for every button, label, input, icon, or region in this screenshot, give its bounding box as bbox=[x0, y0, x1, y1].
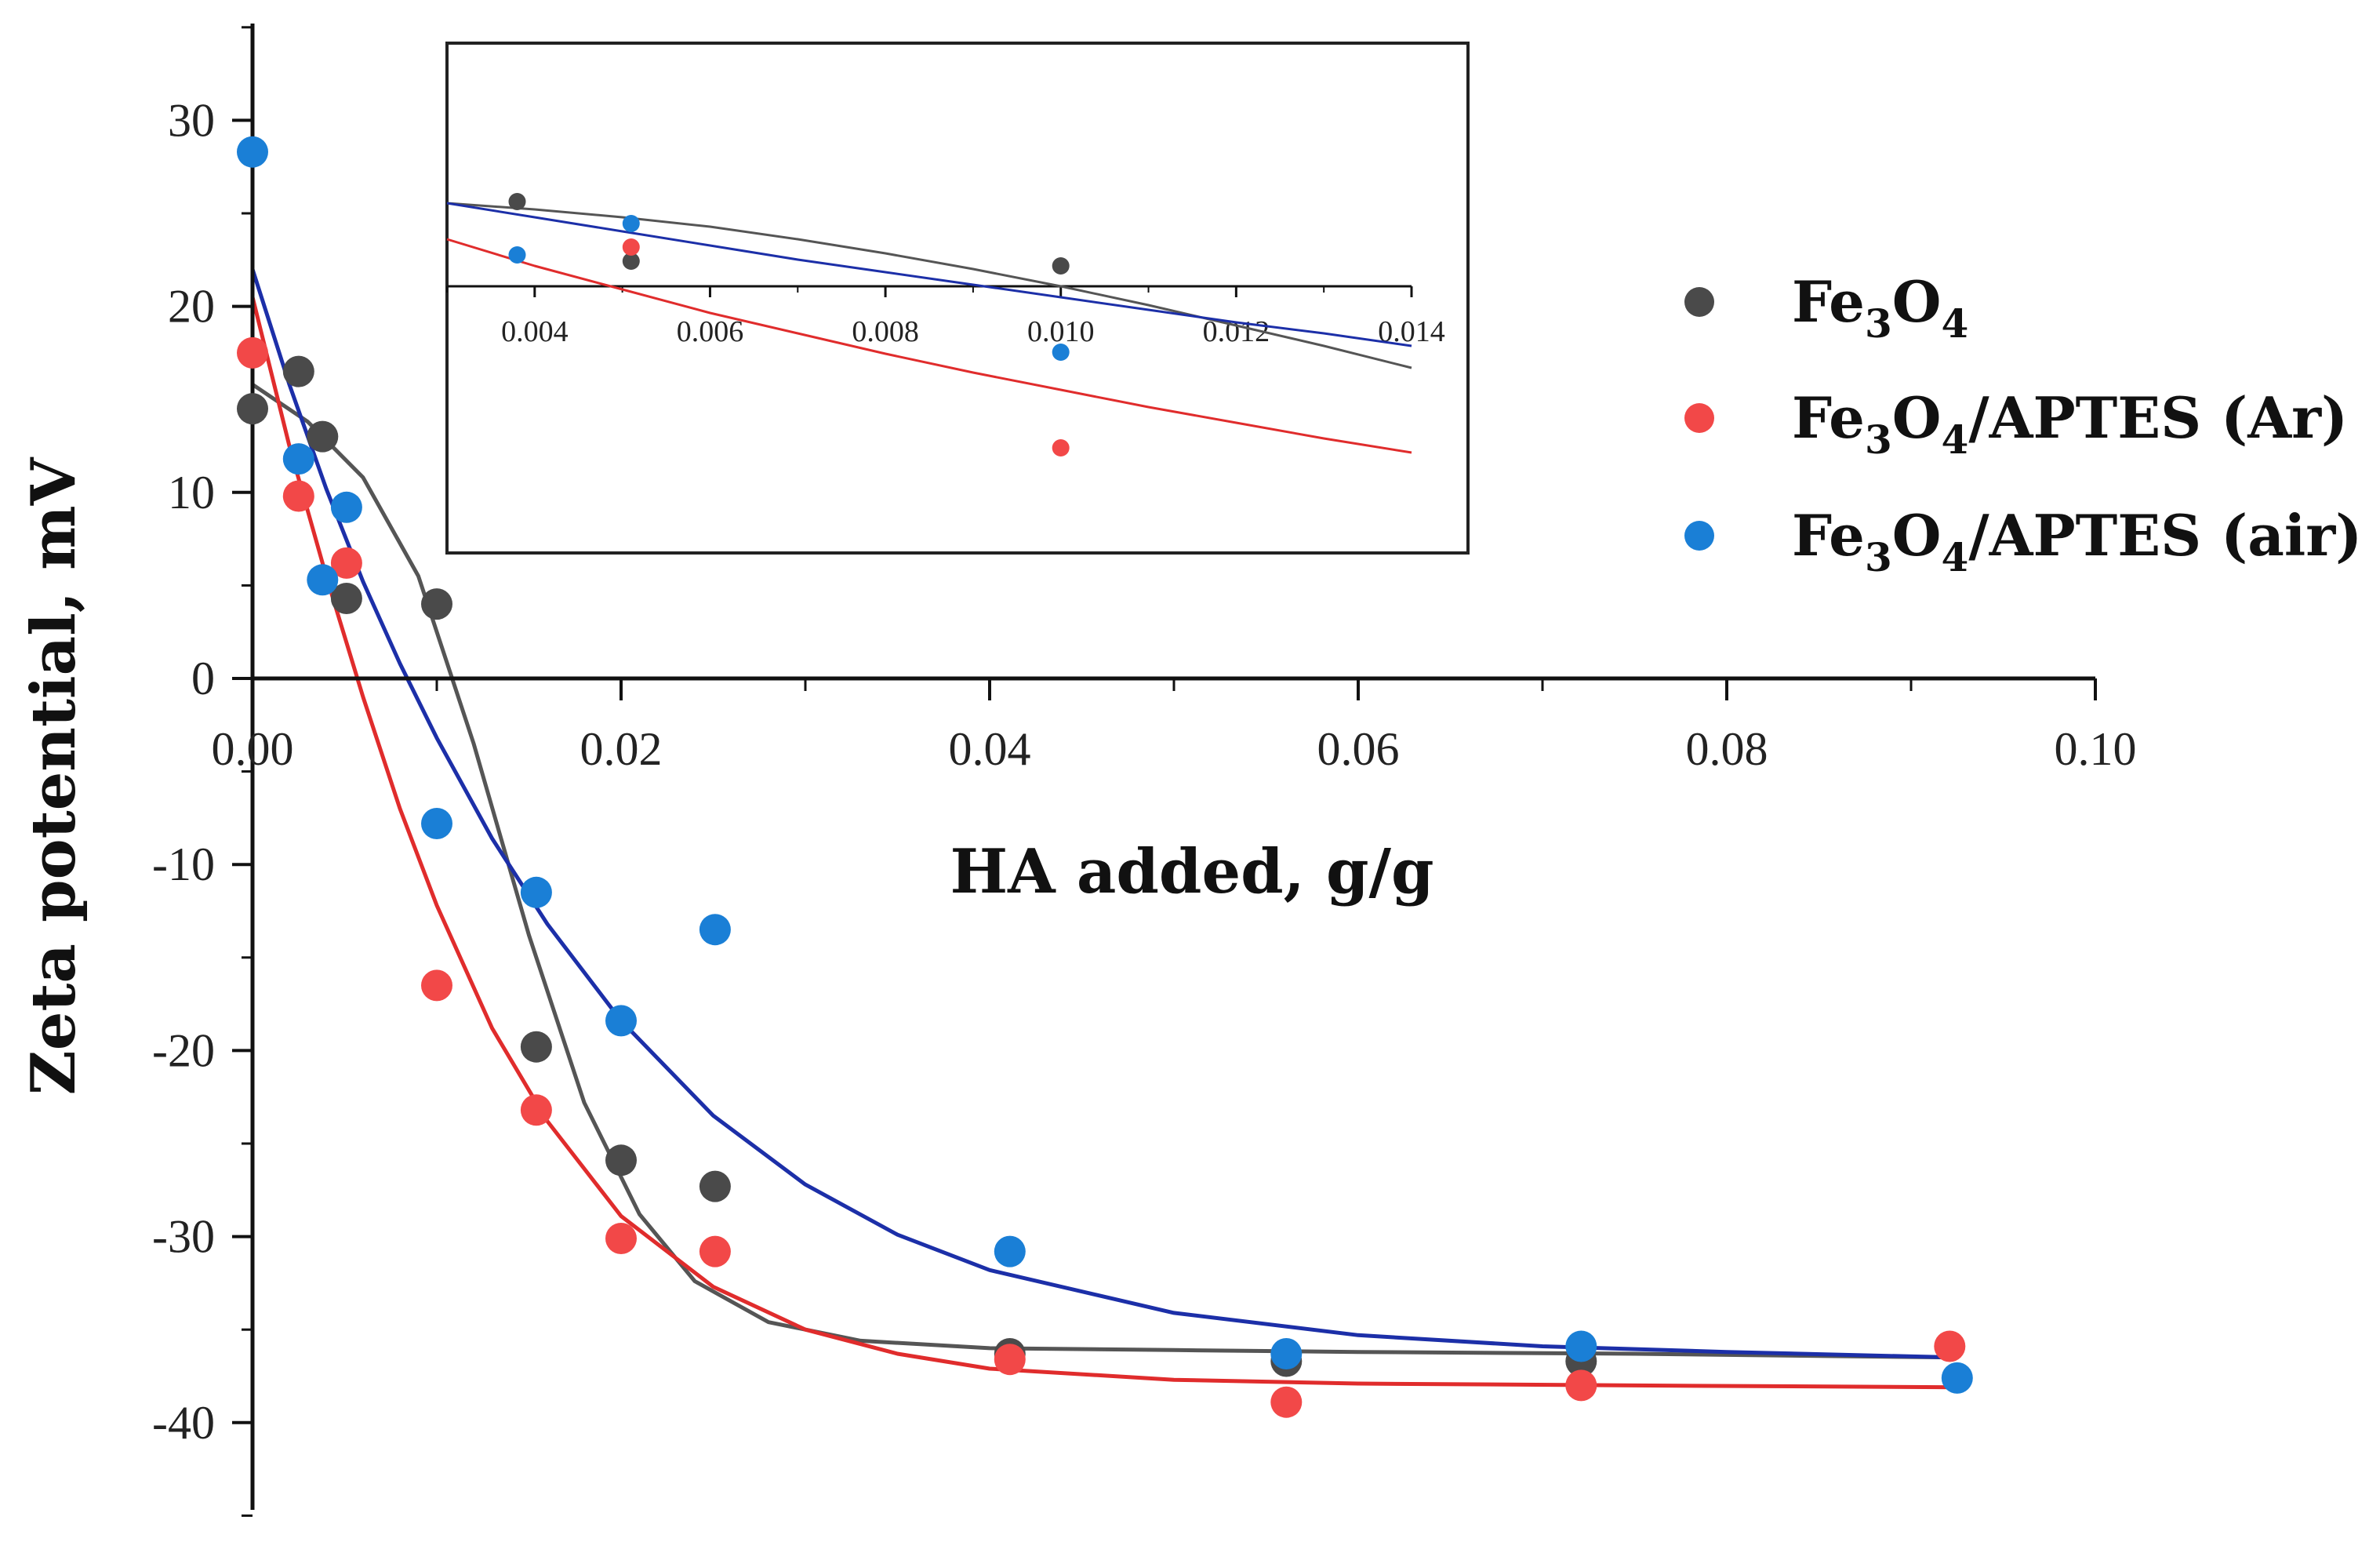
inset-data-point-fe3o4 bbox=[622, 253, 640, 270]
data-point-fe3o4-aptes-ar bbox=[994, 1344, 1026, 1376]
legend-label-air-part2: O bbox=[1892, 502, 1942, 569]
y-tick-label: -30 bbox=[152, 1211, 215, 1263]
inset-data-point-fe3o4 bbox=[1052, 257, 1070, 275]
data-point-fe3o4-aptes-air bbox=[1270, 1338, 1303, 1369]
legend-label-air-sub2: 4 bbox=[1942, 534, 1969, 580]
data-point-fe3o4-aptes-air bbox=[330, 491, 362, 523]
data-point-fe3o4 bbox=[282, 355, 314, 387]
legend-entry-fe3o4-aptes-ar: Fe3O4/APTES (Ar) bbox=[1684, 384, 2348, 463]
legend-label-air-part3: /APTES (air) bbox=[1968, 502, 2362, 569]
legend-marker-fe3o4-aptes-ar bbox=[1684, 403, 1714, 433]
x-tick-label: 0.04 bbox=[949, 723, 1031, 775]
x-tick-label: 0.08 bbox=[1686, 723, 1768, 775]
x-axis-title: HA added, g/g bbox=[950, 836, 1433, 907]
inset-data-point-fe3o4-aptes-ar bbox=[622, 238, 640, 256]
inset-fit-curves bbox=[446, 202, 1412, 454]
data-point-fe3o4-aptes-air bbox=[520, 876, 552, 908]
y-tick-label: 0 bbox=[191, 653, 215, 704]
legend-label-fe3o4-sub2: 4 bbox=[1942, 300, 1969, 347]
inset-data-point-fe3o4-aptes-ar bbox=[1052, 439, 1070, 456]
x-tick-label: 0.00 bbox=[212, 723, 294, 775]
legend-label-ar-sub2: 4 bbox=[1942, 416, 1969, 463]
data-point-fe3o4 bbox=[307, 420, 339, 453]
legend-marker-fe3o4 bbox=[1684, 287, 1714, 317]
data-point-fe3o4-aptes-ar bbox=[1934, 1330, 1966, 1362]
legend-label-fe3o4-aptes-air: Fe3O4/APTES (air) bbox=[1792, 502, 2362, 580]
main-data-points bbox=[237, 136, 1973, 1418]
inset-frame bbox=[445, 42, 1470, 555]
inset-x-tick-label: 0.006 bbox=[677, 315, 744, 348]
data-point-fe3o4-aptes-air bbox=[994, 1235, 1026, 1267]
data-point-fe3o4-aptes-ar bbox=[421, 969, 452, 1002]
x-tick-label: 0.02 bbox=[580, 723, 663, 775]
inset-x-tick-label: 0.010 bbox=[1027, 315, 1095, 348]
data-point-fe3o4-aptes-ar bbox=[237, 336, 268, 369]
inset-data-points bbox=[508, 193, 1070, 456]
legend: Fe3O4 Fe3O4/APTES (Ar) Fe3O4/APTES (air) bbox=[1684, 268, 2362, 580]
data-point-fe3o4-aptes-air bbox=[282, 443, 314, 475]
y-tick-label: 20 bbox=[168, 281, 215, 333]
fit-curve-fe3o4-aptes-ar bbox=[250, 296, 1957, 1390]
data-point-fe3o4-aptes-ar bbox=[282, 480, 314, 512]
legend-marker-fe3o4-aptes-air bbox=[1684, 521, 1714, 551]
x-tick-label: 0.06 bbox=[1317, 723, 1400, 775]
y-axis-title: Zeta potential, mV bbox=[18, 456, 89, 1095]
y-tick-label: -40 bbox=[152, 1397, 215, 1449]
legend-label-fe3o4-part2: O bbox=[1892, 268, 1942, 335]
y-tick-label: -20 bbox=[152, 1024, 215, 1076]
legend-label-fe3o4-aptes-ar: Fe3O4/APTES (Ar) bbox=[1792, 384, 2348, 463]
inset-axes: 0.004 0.006 0.008 0.010 0.012 0.014 bbox=[446, 285, 1445, 348]
data-point-fe3o4-aptes-ar bbox=[330, 547, 362, 579]
inset-fit-curve-fe3o4-aptes-ar bbox=[446, 238, 1412, 454]
data-point-fe3o4 bbox=[237, 393, 268, 425]
legend-label-fe3o4-sub1: 3 bbox=[1865, 300, 1892, 347]
y-tick-label: 10 bbox=[168, 467, 215, 518]
legend-label-air-sub1: 3 bbox=[1865, 534, 1892, 580]
y-tick-label: 30 bbox=[168, 94, 215, 146]
data-point-fe3o4-aptes-air bbox=[307, 564, 339, 596]
data-point-fe3o4-aptes-air bbox=[699, 914, 731, 946]
legend-label-fe3o4: Fe3O4 bbox=[1792, 268, 1968, 347]
data-point-fe3o4-aptes-ar bbox=[699, 1235, 731, 1267]
main-axes: -40 -30 -20 -10 0 10 20 30 0.00 0.02 0.04 0.06 0.08 0… bbox=[152, 24, 2137, 1517]
data-point-fe3o4-aptes-air bbox=[1565, 1330, 1597, 1362]
legend-label-ar-part1: Fe bbox=[1792, 384, 1865, 451]
data-point-fe3o4-aptes-air bbox=[1941, 1362, 1973, 1394]
inset-data-point-fe3o4-aptes-air bbox=[1052, 344, 1070, 361]
data-point-fe3o4 bbox=[605, 1144, 637, 1177]
y-tick-label: -10 bbox=[152, 838, 215, 890]
inset-x-tick-label: 0.008 bbox=[852, 315, 919, 348]
legend-label-ar-part3: /APTES (Ar) bbox=[1968, 384, 2348, 451]
inset-data-point-fe3o4 bbox=[508, 193, 526, 210]
legend-entry-fe3o4: Fe3O4 bbox=[1684, 268, 1968, 347]
data-point-fe3o4 bbox=[699, 1170, 731, 1202]
legend-label-air-part1: Fe bbox=[1792, 502, 1865, 569]
data-point-fe3o4 bbox=[421, 588, 452, 620]
fit-curve-fe3o4 bbox=[251, 383, 1957, 1360]
data-point-fe3o4-aptes-ar bbox=[520, 1094, 552, 1126]
legend-label-ar-part2: O bbox=[1892, 384, 1942, 451]
legend-label-fe3o4-part1: Fe bbox=[1792, 268, 1865, 335]
inset-plot: 0.004 0.006 0.008 0.010 0.012 0.014 bbox=[445, 42, 1470, 555]
data-point-fe3o4 bbox=[520, 1031, 552, 1063]
legend-label-ar-sub1: 3 bbox=[1865, 416, 1892, 463]
legend-entry-fe3o4-aptes-air: Fe3O4/APTES (air) bbox=[1684, 502, 2362, 580]
inset-fit-curve-fe3o4 bbox=[446, 202, 1412, 369]
data-point-fe3o4-aptes-ar bbox=[1565, 1369, 1597, 1402]
inset-fit-curve-fe3o4-aptes-air bbox=[446, 202, 1412, 347]
inset-data-point-fe3o4-aptes-air bbox=[508, 246, 526, 264]
data-point-fe3o4 bbox=[330, 583, 362, 614]
x-tick-label: 0.10 bbox=[2055, 723, 2137, 775]
data-point-fe3o4-aptes-ar bbox=[1270, 1386, 1303, 1418]
data-point-fe3o4-aptes-air bbox=[421, 808, 452, 839]
data-point-fe3o4-aptes-air bbox=[237, 136, 268, 168]
data-point-fe3o4-aptes-air bbox=[605, 1005, 637, 1037]
inset-x-tick-label: 0.004 bbox=[501, 315, 569, 348]
inset-data-point-fe3o4-aptes-air bbox=[622, 215, 640, 232]
data-point-fe3o4-aptes-ar bbox=[605, 1223, 637, 1254]
